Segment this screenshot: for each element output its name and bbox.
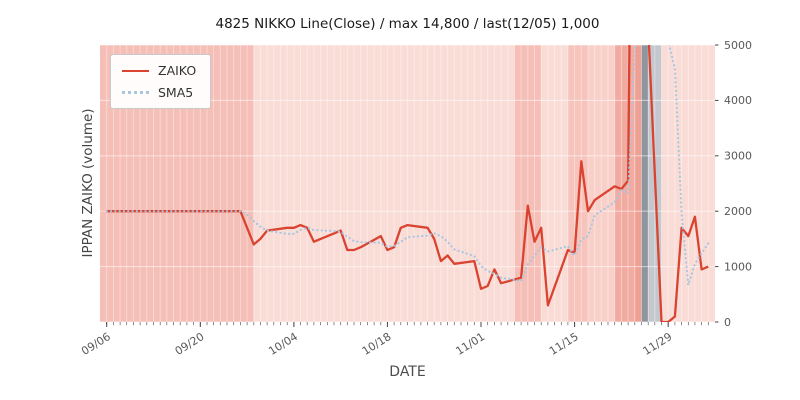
x-axis-label: DATE	[389, 364, 426, 380]
background-band	[634, 45, 642, 322]
legend-label-zaiko: ZAIKO	[158, 63, 197, 78]
y-tick-label: 0	[724, 316, 731, 329]
y-tick-label: 4000	[724, 94, 752, 107]
background-band	[588, 45, 615, 322]
y-tick-label: 5000	[724, 39, 752, 52]
x-tick-label: 11/15	[547, 330, 581, 358]
y-tick-label: 3000	[724, 150, 752, 163]
legend-item-zaiko: ZAIKO	[122, 63, 196, 78]
x-tick-label: 11/01	[453, 330, 487, 358]
legend-label-sma5: SMA5	[158, 85, 194, 100]
y-tick-label: 1000	[724, 260, 752, 273]
background-band	[253, 45, 515, 322]
chart-title: 4825 NIKKO Line(Close) / max 14,800 / la…	[215, 16, 600, 32]
x-tick-label: 10/04	[266, 330, 300, 358]
legend-item-sma5: SMA5	[122, 85, 196, 100]
y-axis-label: IPPAN ZAIKO (volume)	[80, 108, 96, 258]
x-tick-label: 09/06	[79, 330, 113, 358]
x-tick-label: 09/20	[173, 330, 207, 358]
sma5-line	[105, 45, 710, 286]
zaiko-line	[106, 45, 709, 322]
background-band	[514, 45, 542, 322]
legend: ZAIKO SMA5	[110, 54, 212, 109]
background-band	[641, 45, 649, 322]
sma5-line-swatch	[122, 91, 149, 94]
zaiko-line-swatch	[122, 69, 149, 72]
x-tick-label: 10/18	[360, 330, 394, 358]
x-tick-label: 11/29	[641, 330, 675, 358]
y-tick-label: 2000	[724, 205, 752, 218]
